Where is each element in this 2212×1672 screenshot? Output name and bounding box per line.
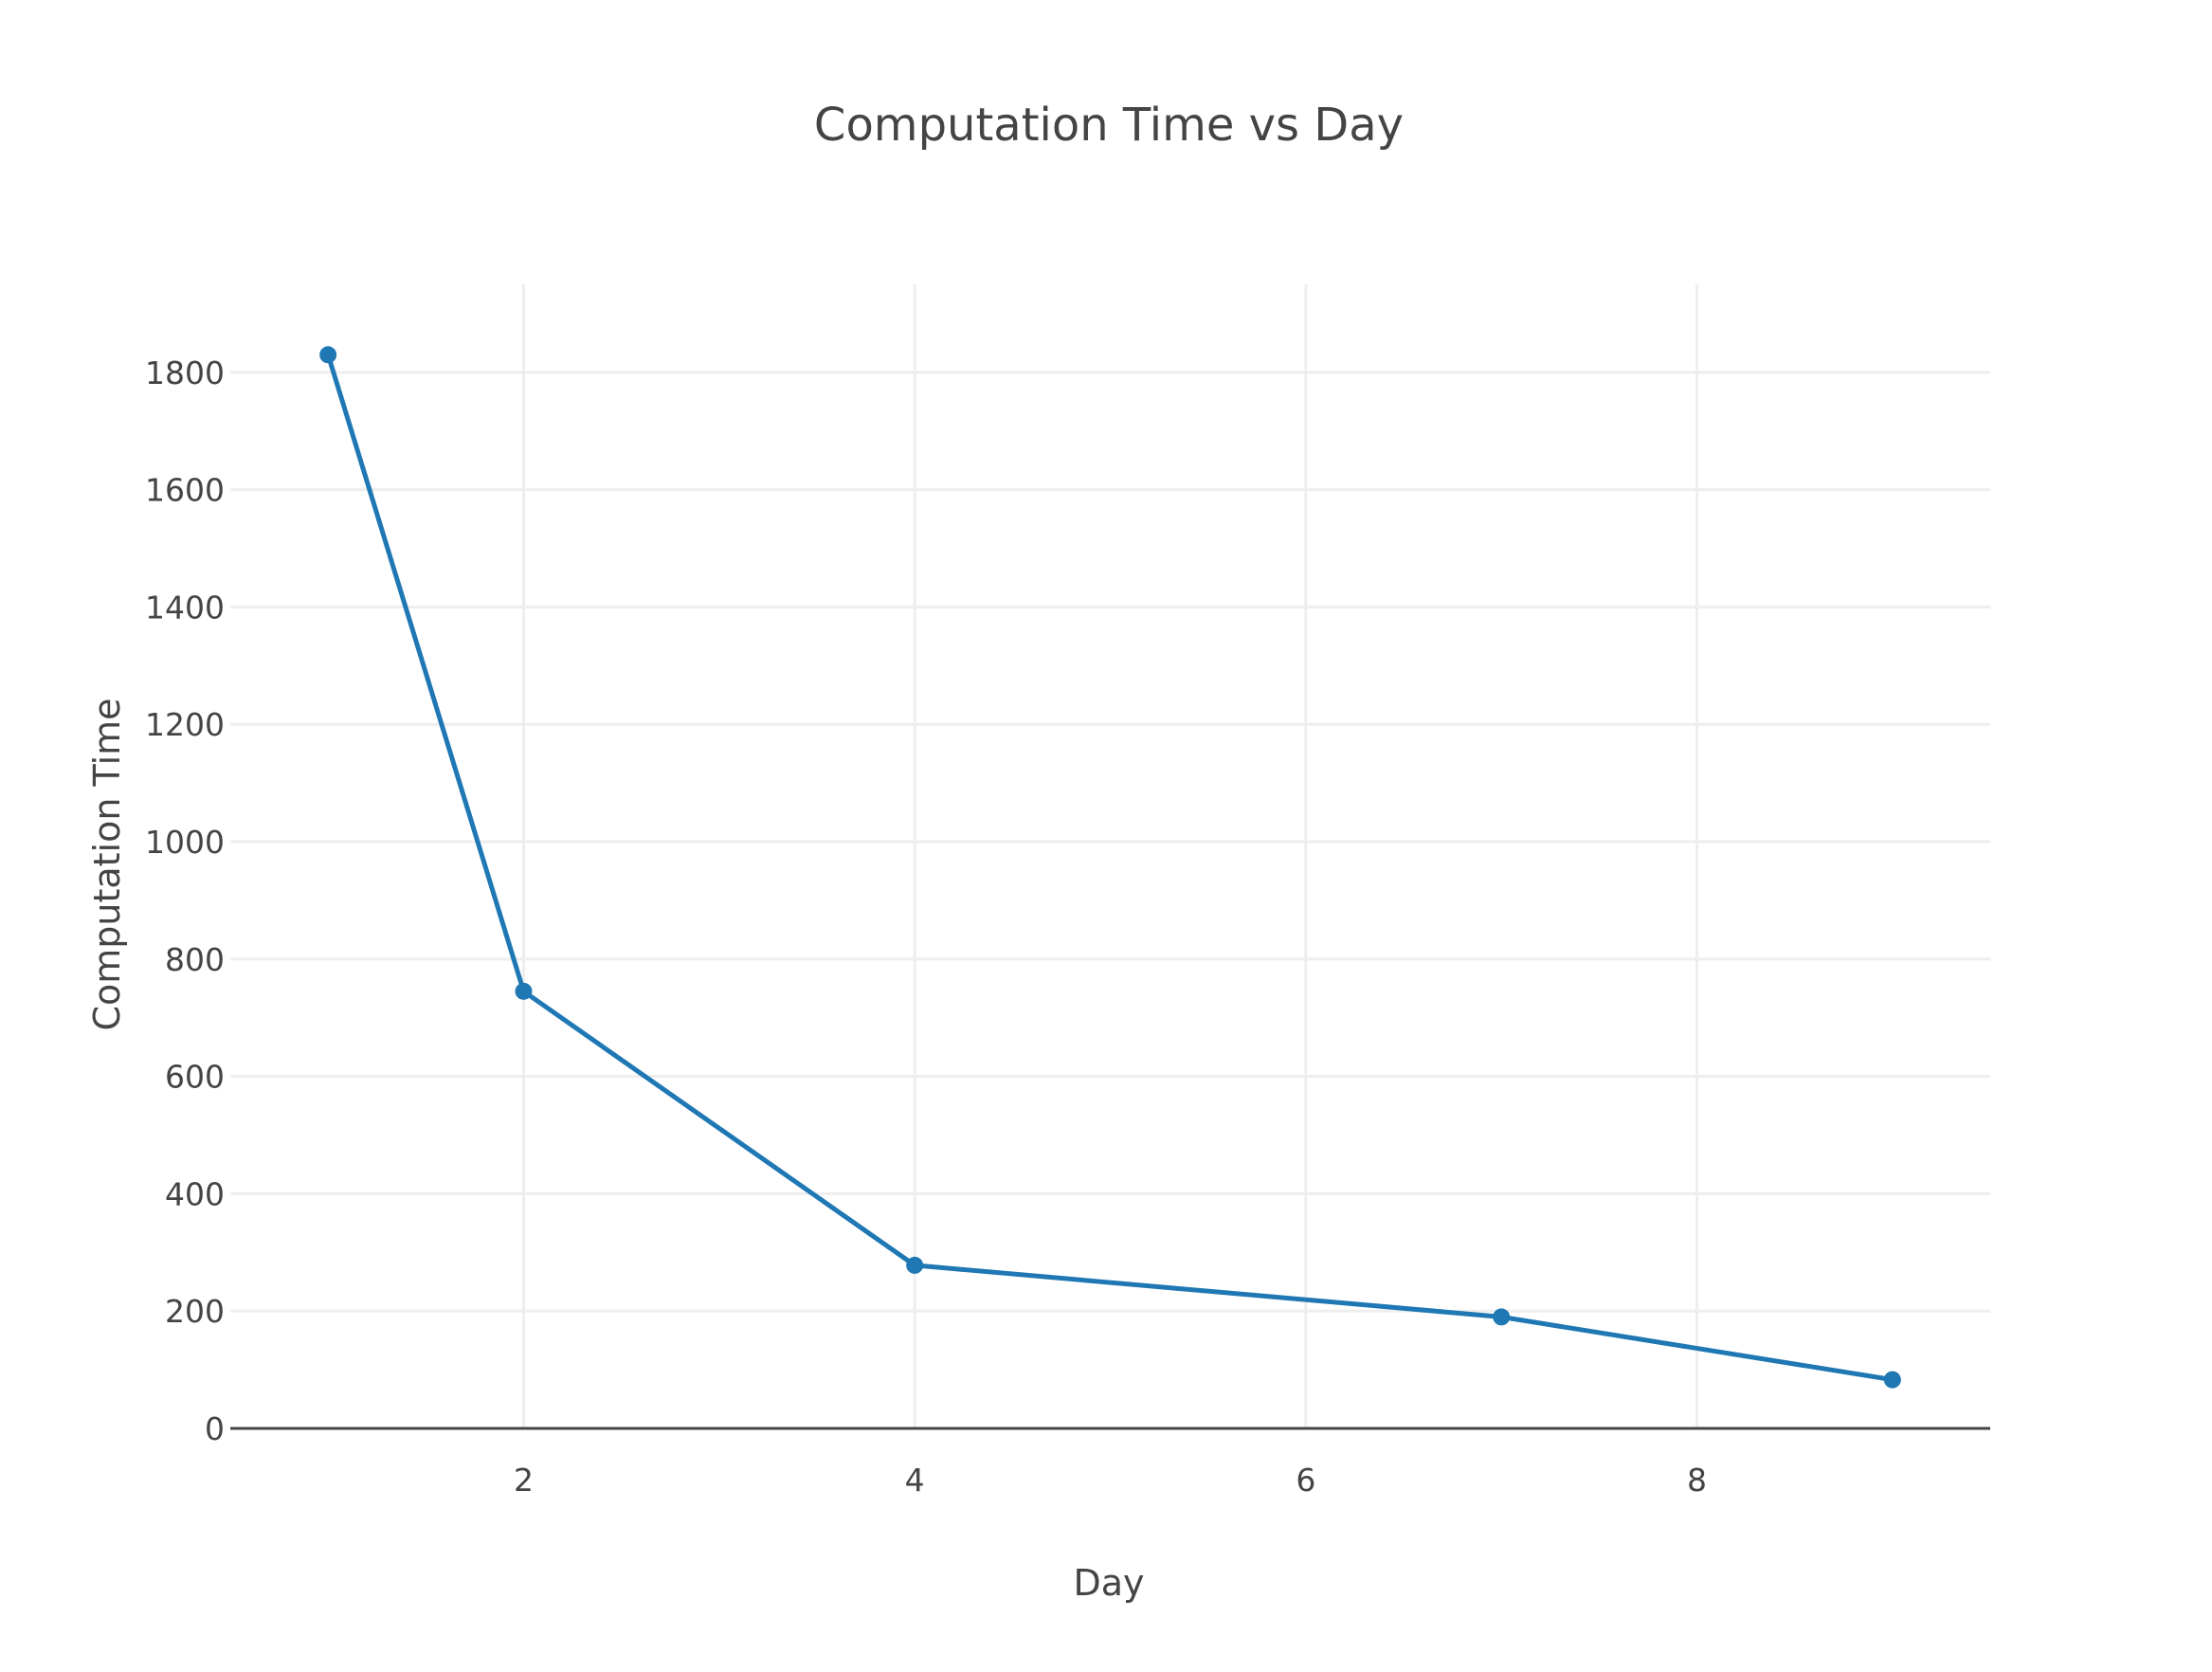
data-series <box>319 346 1901 1389</box>
data-point-marker[interactable] <box>1883 1371 1901 1389</box>
y-tick-label: 0 <box>205 1410 225 1447</box>
y-tick-label: 200 <box>165 1293 225 1330</box>
y-tick-label: 1200 <box>145 706 225 743</box>
data-point-marker[interactable] <box>1493 1308 1511 1326</box>
chart-title: Computation Time vs Day <box>814 99 1404 152</box>
x-gridlines <box>522 284 1698 1428</box>
y-tick-label: 1600 <box>145 472 225 509</box>
data-point-marker[interactable] <box>515 982 533 1000</box>
y-tick-label: 1400 <box>145 589 225 626</box>
x-tick-label: 2 <box>514 1462 534 1499</box>
y-axis-tick-labels: 0 200 400 600 800 1000 1200 1400 1600 1800 <box>145 354 225 1447</box>
x-axis-tick-labels: 2 4 6 8 <box>514 1462 1707 1499</box>
y-gridlines <box>230 371 1990 1313</box>
y-tick-label: 600 <box>165 1059 225 1096</box>
x-axis-title: Day <box>1073 1562 1144 1604</box>
x-tick-label: 6 <box>1296 1462 1315 1499</box>
y-tick-label: 800 <box>165 941 225 978</box>
y-tick-label: 1800 <box>145 354 225 391</box>
data-point-marker[interactable] <box>906 1256 924 1274</box>
x-tick-label: 4 <box>905 1462 925 1499</box>
x-tick-label: 8 <box>1687 1462 1707 1499</box>
y-tick-label: 400 <box>165 1175 225 1212</box>
data-point-marker[interactable] <box>319 346 337 364</box>
y-axis-title: Computation Time <box>86 698 128 1030</box>
y-tick-label: 1000 <box>145 824 225 861</box>
